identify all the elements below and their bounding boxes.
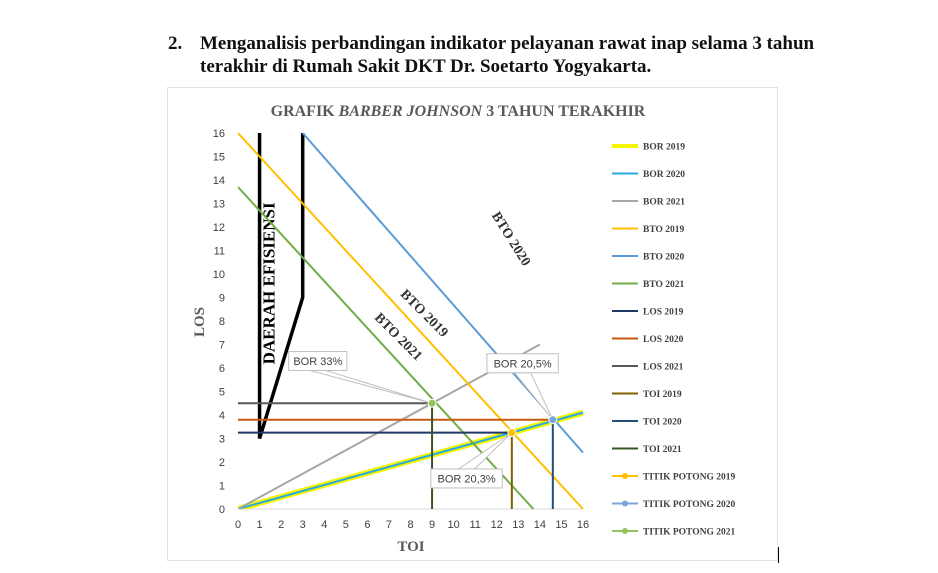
legend-marker-titik-potong-2021 — [622, 528, 628, 534]
x-tick-label: 16 — [577, 519, 589, 531]
line-label: BTO 2020 — [488, 209, 533, 269]
legend-label-bor-2019: BOR 2019 — [643, 143, 685, 153]
legend-label-titik-potong-2019: TITIK POTONG 2019 — [643, 473, 735, 483]
series-bto-2019-line — [238, 132, 584, 509]
y-tick-label: 11 — [214, 246, 225, 258]
callout-pointer — [513, 372, 554, 421]
chart-title-part: GRAFIK — [271, 103, 339, 120]
chart-title-part: BARBER JOHNSON — [338, 103, 484, 120]
chart-title-part: 3 TAHUN TERAKHIR — [482, 103, 646, 120]
y-tick-label: 4 — [219, 410, 225, 422]
y-axis-title: LOS — [192, 307, 208, 337]
legend-label-los-2021: LOS 2021 — [643, 363, 684, 373]
x-tick-label: 7 — [386, 519, 392, 531]
legend-label-bto-2020: BTO 2020 — [643, 253, 685, 263]
x-tick-label: 4 — [321, 519, 327, 531]
y-tick-label: 13 — [213, 199, 225, 211]
y-tick-label: 12 — [213, 222, 225, 234]
efficiency-region-label: DAERAH EFISIENSI — [260, 202, 279, 364]
legend-label-toi-2020: TOI 2020 — [643, 418, 682, 428]
y-tick-label: 1 — [219, 481, 225, 493]
legend-label-toi-2021: TOI 2021 — [643, 445, 682, 455]
y-tick-label: 7 — [219, 340, 225, 352]
callout-box — [430, 468, 503, 489]
x-tick-label: 14 — [534, 519, 546, 531]
x-tick-label: 10 — [448, 519, 460, 531]
x-tick-label: 2 — [278, 519, 284, 531]
legend-marker-titik-potong-2019 — [622, 473, 628, 479]
y-tick-label: 2 — [219, 457, 225, 469]
legend-label-bto-2021: BTO 2021 — [643, 280, 685, 290]
callout-label: BOR 20,3% — [438, 473, 496, 485]
series-bor-2020-line — [238, 411, 584, 509]
efficiency-region-outline — [257, 133, 305, 440]
series-bto-2021-line — [238, 186, 535, 509]
y-tick-label: 5 — [219, 387, 225, 399]
x-tick-label: 9 — [429, 519, 435, 531]
legend-marker-titik-potong-2020 — [622, 500, 628, 507]
x-tick-label: 6 — [364, 519, 370, 531]
x-tick-label: 3 — [300, 519, 306, 531]
section-title: Menganalisis perbandingan indikator pela… — [200, 33, 815, 77]
x-tick-label: 13 — [512, 519, 524, 531]
callout-pointer — [309, 369, 433, 404]
y-tick-label: 8 — [219, 316, 225, 328]
x-tick-label: 11 — [469, 519, 480, 531]
callout-label: BOR 33% — [293, 356, 342, 368]
callout-box — [288, 350, 348, 371]
text-cursor — [778, 547, 779, 563]
y-tick-label: 15 — [213, 152, 225, 164]
y-tick-label: 3 — [219, 434, 225, 446]
x-tick-label: 5 — [343, 519, 349, 531]
x-tick-label: 1 — [257, 519, 263, 531]
series-titik-potong-2020-marker — [548, 415, 558, 425]
section-number: 2. — [168, 33, 183, 54]
x-tick-label: 8 — [407, 519, 413, 531]
line-label: BTO 2021 — [371, 311, 425, 365]
chart-title: GRAFIK BARBER JOHNSON 3 TAHUN TERAKHIR — [271, 103, 646, 120]
y-tick-label: 6 — [219, 363, 225, 375]
y-tick-label: 10 — [213, 269, 225, 281]
callout-label: BOR 20,5% — [494, 358, 552, 370]
legend-label-bto-2019: BTO 2019 — [643, 225, 685, 235]
y-tick-label: 16 — [213, 128, 225, 140]
barber-johnson-chart: GRAFIK BARBER JOHNSON 3 TAHUN TERAKHIR 0 1… — [167, 87, 778, 561]
legend-label-los-2019: LOS 2019 — [643, 308, 684, 318]
series-titik-potong-2019-marker — [507, 428, 517, 438]
legend-label-titik-potong-2021: TITIK POTONG 2021 — [643, 528, 735, 538]
series-titik-potong-2021-marker — [427, 398, 437, 408]
y-tick-label: 9 — [219, 293, 225, 305]
legend-label-bor-2021: BOR 2021 — [643, 198, 685, 208]
y-tick-label: 14 — [213, 175, 225, 187]
legend-label-bor-2020: BOR 2020 — [643, 170, 685, 180]
x-tick-label: 15 — [555, 519, 567, 531]
x-axis-title: TOI — [397, 539, 424, 555]
callout-box — [486, 353, 559, 374]
legend-label-titik-potong-2020: TITIK POTONG 2020 — [643, 500, 735, 510]
x-tick-label: 12 — [491, 519, 503, 531]
legend-label-los-2020: LOS 2020 — [643, 335, 684, 345]
y-tick-label: 0 — [219, 504, 225, 516]
chart-canvas: GRAFIK BARBER JOHNSON 3 TAHUN TERAKHIR 0 1… — [192, 103, 735, 555]
x-tick-label: 0 — [235, 519, 241, 531]
legend-label-toi-2019: TOI 2019 — [643, 390, 682, 400]
